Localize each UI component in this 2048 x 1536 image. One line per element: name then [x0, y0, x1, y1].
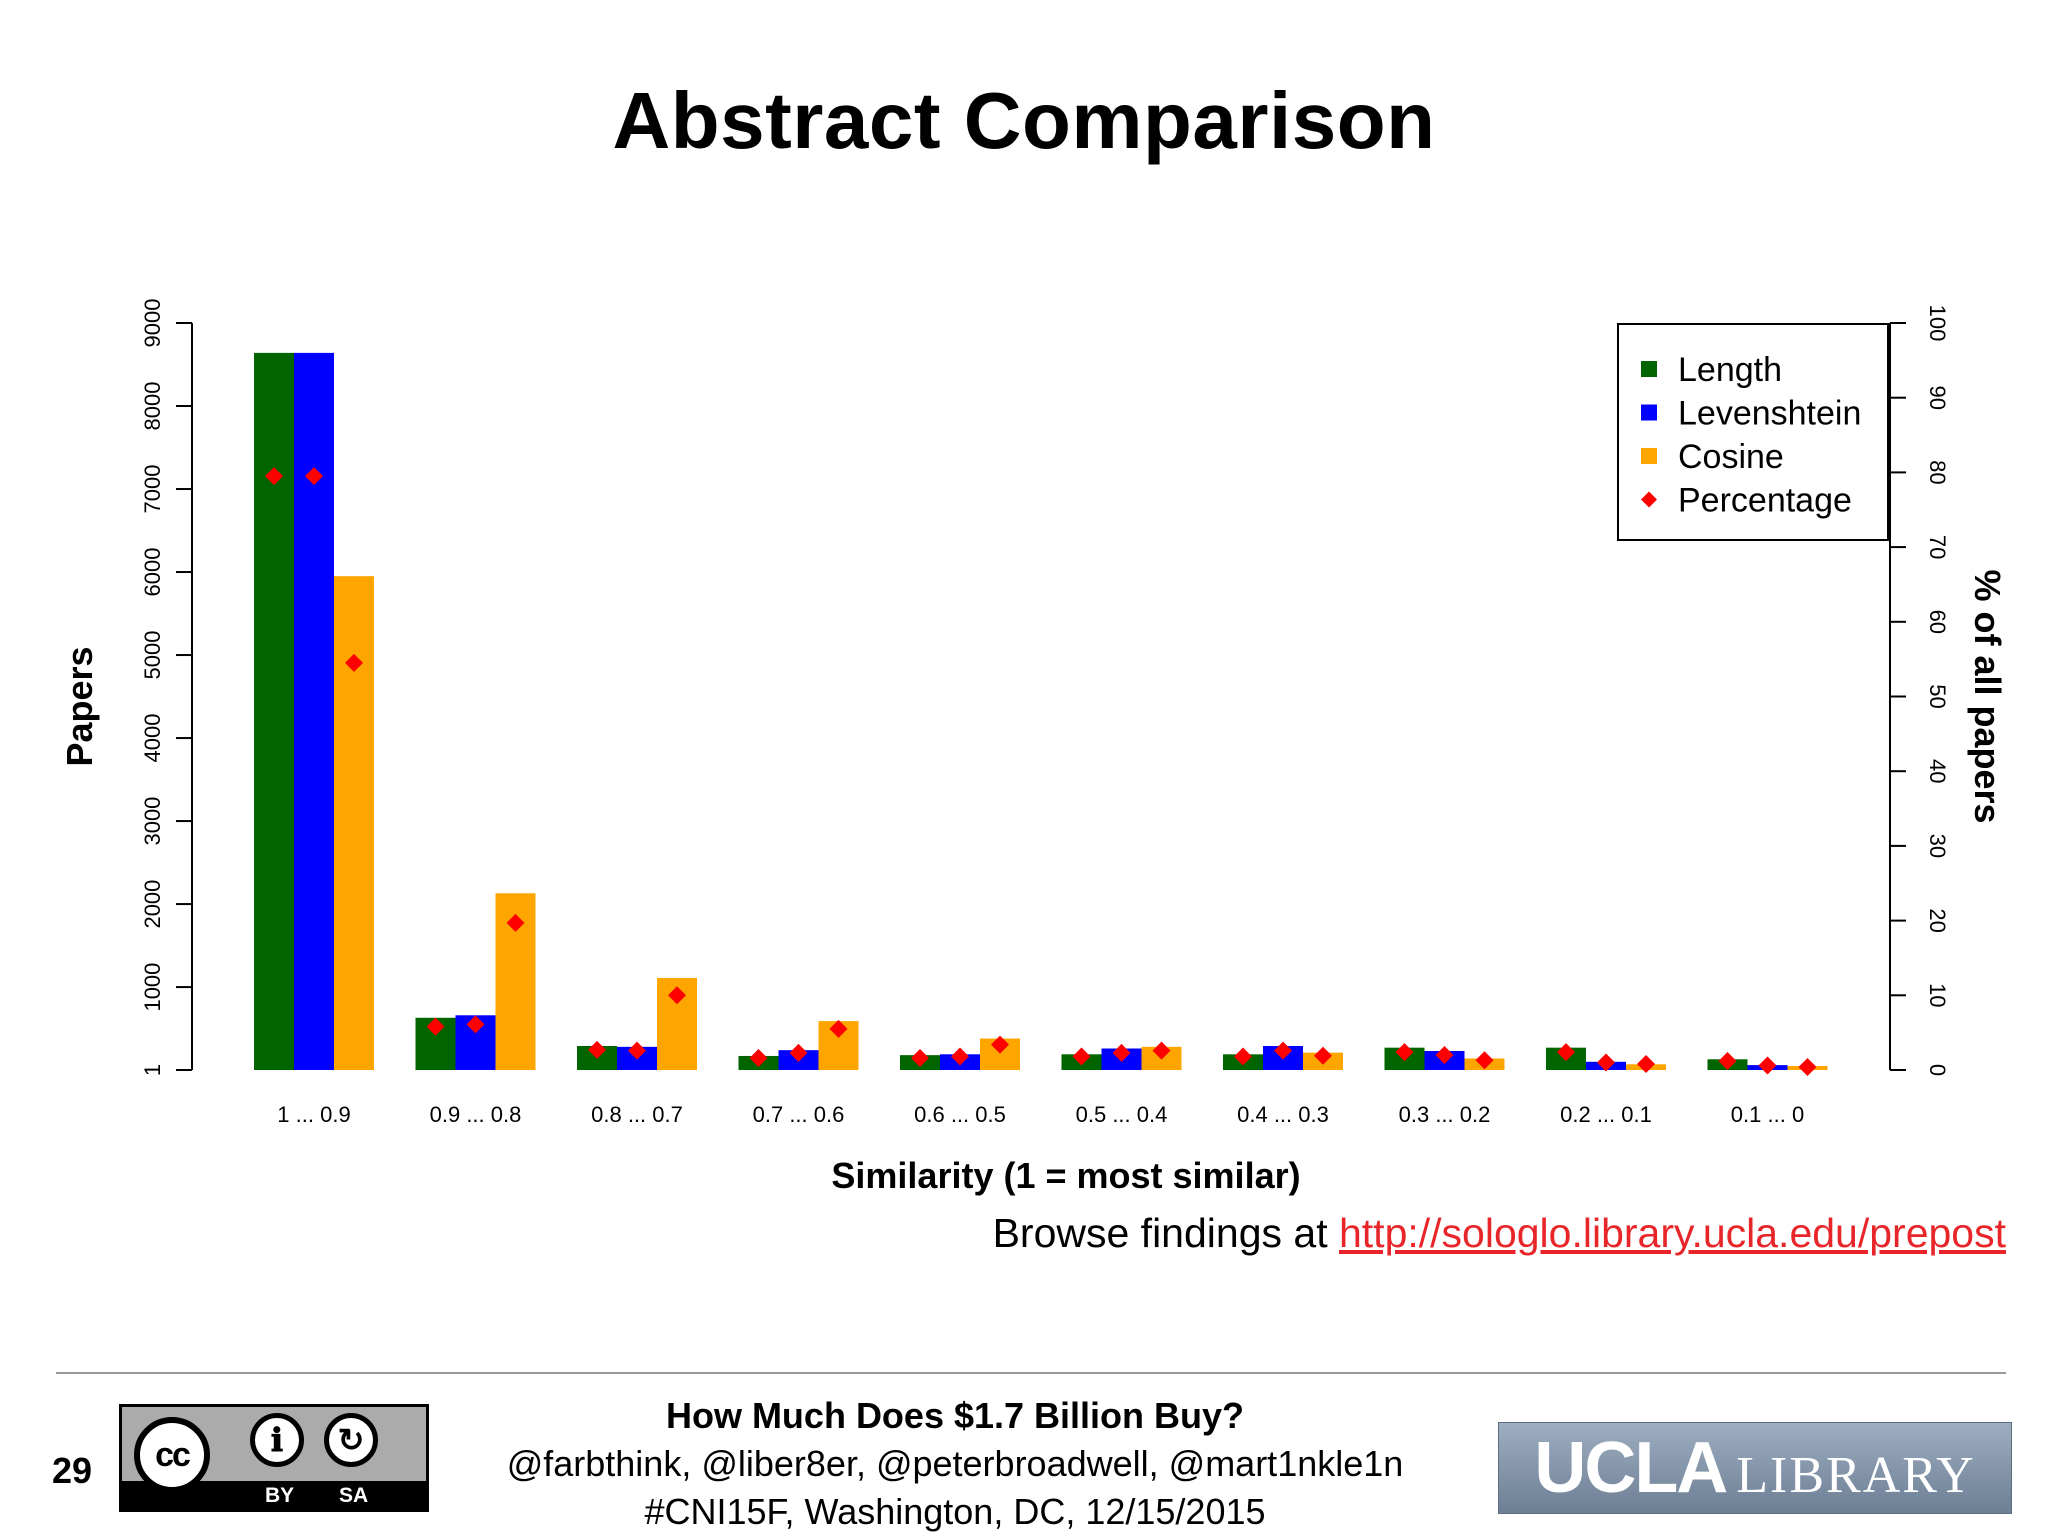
slide-number: 29 [52, 1450, 93, 1491]
percentage-point [466, 1015, 485, 1034]
y2-tick-label: 10 [1925, 983, 1950, 1007]
percentage-point [506, 913, 525, 932]
y-tick-label: 4000 [140, 714, 165, 763]
x-axis-label: Similarity (1 = most similar) [831, 1155, 1300, 1196]
license-sa-label: SA [339, 1484, 369, 1507]
y2-axis-label: % of all papers [1967, 569, 2008, 823]
x-tick-label: 0.6 ... 0.5 [914, 1102, 1006, 1127]
legend-swatch [1641, 404, 1657, 421]
percentage-point [265, 467, 283, 486]
percentage-point [1597, 1053, 1615, 1072]
x-tick-label: 0.9 ... 0.8 [430, 1102, 522, 1127]
x-tick-label: 0.5 ... 0.4 [1076, 1102, 1168, 1127]
browse-findings: Browse findings at http://sologlo.librar… [993, 1210, 2006, 1257]
percentage-point [951, 1047, 969, 1066]
similarity-bar-chart: 1100020003000400050006000700080009000Pap… [59, 299, 2008, 1196]
y-tick-label: 5000 [140, 631, 165, 680]
slide-title: Abstract Comparison [612, 76, 1436, 165]
percentage-point [829, 1019, 848, 1038]
footer-divider [56, 1372, 2006, 1374]
y-axis-label: Papers [59, 646, 100, 766]
logo-word-ucla: UCLA [1534, 1428, 1728, 1508]
y2-tick-label: 20 [1925, 908, 1950, 932]
legend-swatch [1641, 491, 1657, 508]
percentage-point [991, 1035, 1009, 1054]
legend-label: Percentage [1678, 482, 1852, 520]
percentage-point [1152, 1041, 1171, 1060]
percentage-point [911, 1049, 929, 1068]
percentage-point [789, 1043, 808, 1062]
license-by-label: BY [265, 1484, 295, 1507]
percentage-point [1718, 1052, 1737, 1071]
y2-tick-label: 0 [1925, 1064, 1950, 1076]
logo-word-library: LIBRARY [1736, 1447, 1976, 1504]
footer-event: #CNI15F, Washington, DC, 12/15/2015 [644, 1491, 1266, 1532]
percentage-point [1475, 1051, 1494, 1070]
y-tick-label: 1000 [140, 963, 165, 1012]
y2-tick-label: 70 [1925, 535, 1950, 559]
bar-length [254, 352, 294, 1071]
x-tick-label: 0.1 ... 0 [1731, 1102, 1804, 1127]
y-tick-label: 6000 [140, 548, 165, 597]
x-tick-label: 0.3 ... 0.2 [1399, 1102, 1491, 1127]
percentage-point [345, 653, 363, 672]
percentage-point [1758, 1056, 1777, 1075]
percentage-point [1557, 1043, 1575, 1062]
percentage-point [1798, 1058, 1817, 1077]
y-tick-label: 3000 [140, 797, 165, 846]
y2-tick-label: 100 [1925, 305, 1950, 342]
bar-cosine [334, 576, 374, 1070]
x-tick-label: 0.2 ... 0.1 [1560, 1102, 1652, 1127]
y2-tick-label: 90 [1925, 385, 1950, 409]
footer-title: How Much Does $1.7 Billion Buy? [665, 1395, 1245, 1436]
cc-icon: cc [134, 1417, 210, 1493]
y2-tick-label: 30 [1925, 834, 1950, 858]
percentage-point [1395, 1043, 1414, 1062]
bar-levenshtein [294, 352, 334, 1071]
legend-label: Cosine [1678, 438, 1784, 476]
percentage-point [668, 986, 686, 1005]
footer-authors: @farbthink, @liber8er, @peterbroadwell, … [506, 1443, 1404, 1484]
legend-box [1617, 323, 1889, 541]
legend-label: Levenshtein [1678, 395, 1861, 433]
y-tick-label: 2000 [140, 880, 165, 929]
y2-tick-label: 80 [1925, 460, 1950, 484]
percentage-point [1234, 1047, 1252, 1066]
y2-tick-label: 60 [1925, 610, 1950, 634]
percentage-point [305, 467, 323, 486]
legend-swatch [1641, 448, 1657, 464]
percentage-point [749, 1049, 768, 1068]
percentage-point [1435, 1046, 1454, 1065]
share-alike-icon: ↻ [324, 1413, 378, 1467]
legend-label: Length [1678, 351, 1782, 389]
percentage-point [628, 1041, 646, 1060]
percentage-point [1314, 1046, 1332, 1065]
y-tick-label: 1 [140, 1064, 165, 1076]
x-tick-label: 0.7 ... 0.6 [753, 1102, 845, 1127]
percentage-point [1637, 1055, 1655, 1074]
findings-link[interactable]: http://sologlo.library.ucla.edu/prepost [1338, 1210, 2006, 1256]
percentage-point [1112, 1043, 1131, 1062]
x-tick-label: 0.4 ... 0.3 [1237, 1102, 1329, 1127]
y-tick-label: 8000 [140, 382, 165, 431]
percentage-point [426, 1017, 445, 1036]
browse-prefix: Browse findings at [992, 1210, 1339, 1256]
percentage-point [1274, 1041, 1292, 1060]
y2-tick-label: 50 [1925, 684, 1950, 708]
ucla-library-logo: UCLA LIBRARY [1498, 1422, 2012, 1514]
y-tick-label: 7000 [140, 465, 165, 514]
x-tick-label: 0.8 ... 0.7 [591, 1102, 683, 1127]
cc-license-badge: cc ℹ ↻ BY SA [119, 1404, 429, 1512]
footer-text: How Much Does $1.7 Billion Buy? @farbthi… [430, 1392, 1480, 1536]
percentage-point [588, 1040, 606, 1059]
person-icon: ℹ [250, 1413, 304, 1467]
y-tick-label: 9000 [140, 299, 165, 348]
legend-swatch [1641, 361, 1657, 377]
x-tick-label: 1 ... 0.9 [277, 1102, 350, 1127]
percentage-point [1072, 1047, 1091, 1066]
y2-tick-label: 40 [1925, 759, 1950, 783]
